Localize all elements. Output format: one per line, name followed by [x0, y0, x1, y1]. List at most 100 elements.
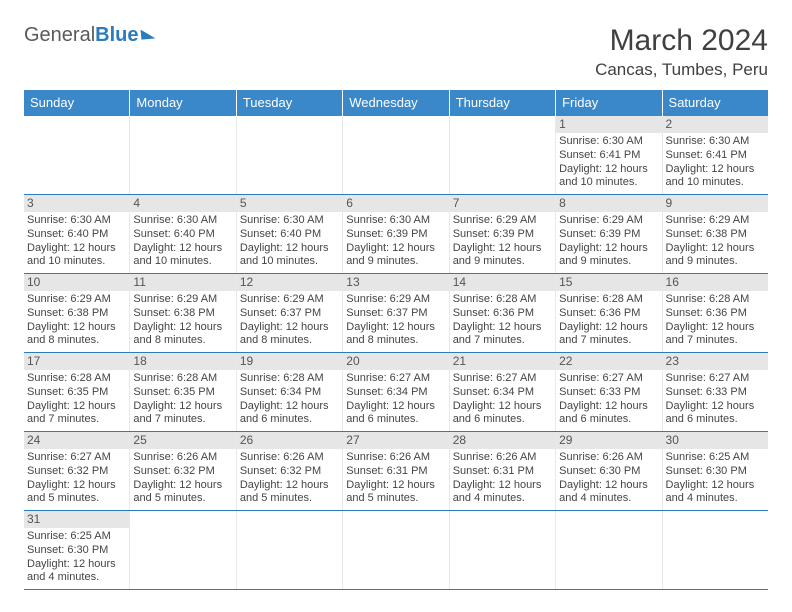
dow-friday: Friday: [556, 90, 662, 116]
day-cell: 23Sunrise: 6:27 AMSunset: 6:33 PMDayligh…: [662, 353, 768, 431]
sunrise-line: Sunrise: 6:28 AM: [453, 293, 552, 307]
sunset-line: Sunset: 6:37 PM: [240, 307, 339, 321]
day-cell: 12Sunrise: 6:29 AMSunset: 6:37 PMDayligh…: [236, 274, 342, 352]
day-cell: 27Sunrise: 6:26 AMSunset: 6:31 PMDayligh…: [342, 432, 448, 510]
day-number: 26: [237, 432, 342, 449]
day-cell: 15Sunrise: 6:28 AMSunset: 6:36 PMDayligh…: [555, 274, 661, 352]
day-cell: 20 Sunrise: 6:27 AMSunset: 6:34 PMDayligh…: [342, 353, 448, 431]
dow-tuesday: Tuesday: [237, 90, 343, 116]
day-cell: 31Sunrise: 6:25 AMSunset: 6:30 PMDayligh…: [24, 511, 129, 589]
day-number: 10: [24, 274, 129, 291]
daylight-line: Daylight: 12 hours and 9 minutes.: [453, 242, 552, 270]
week-row: 17Sunrise: 6:28 AMSunset: 6:35 PMDayligh…: [24, 353, 768, 432]
daylight-line: Daylight: 12 hours and 8 minutes.: [27, 321, 126, 349]
day-cell: 16Sunrise: 6:28 AMSunset: 6:36 PMDayligh…: [662, 274, 768, 352]
week-row: 31Sunrise: 6:25 AMSunset: 6:30 PMDayligh…: [24, 511, 768, 590]
sunset-line: Sunset: 6:41 PM: [666, 149, 765, 163]
sunrise-line: Sunrise: 6:27 AM: [666, 372, 765, 386]
week-row: 3Sunrise: 6:30 AMSunset: 6:40 PMDaylight…: [24, 195, 768, 274]
day-cell: 2Sunrise: 6:30 AMSunset: 6:41 PMDaylight…: [662, 116, 768, 194]
day-cell: [662, 511, 768, 589]
logo-triangle-icon: [140, 28, 155, 39]
sunset-line: Sunset: 6:37 PM: [346, 307, 445, 321]
sunset-line: Sunset: 6:38 PM: [27, 307, 126, 321]
sunset-line: Sunset: 6:41 PM: [559, 149, 658, 163]
daylight-line: Daylight: 12 hours and 7 minutes.: [27, 400, 126, 428]
dow-monday: Monday: [130, 90, 236, 116]
sunset-line: Sunset: 6:35 PM: [27, 386, 126, 400]
sunset-line: Sunset: 6:32 PM: [27, 465, 126, 479]
weeks-container: 1Sunrise: 6:30 AMSunset: 6:41 PMDaylight…: [24, 116, 768, 590]
day-cell: 8Sunrise: 6:29 AMSunset: 6:39 PMDaylight…: [555, 195, 661, 273]
day-cell: 17Sunrise: 6:28 AMSunset: 6:35 PMDayligh…: [24, 353, 129, 431]
day-number: 27: [343, 432, 448, 449]
sunrise-line: Sunrise: 6:27 AM: [346, 372, 445, 386]
day-cell: [449, 511, 555, 589]
day-number: 14: [450, 274, 555, 291]
daylight-line: Daylight: 12 hours and 5 minutes.: [27, 479, 126, 507]
sunrise-line: Sunrise: 6:28 AM: [559, 293, 658, 307]
day-cell: 6Sunrise: 6:30 AMSunset: 6:39 PMDaylight…: [342, 195, 448, 273]
sunset-line: Sunset: 6:34 PM: [346, 386, 445, 400]
sunrise-line: Sunrise: 6:28 AM: [666, 293, 765, 307]
day-number: 8: [556, 195, 661, 212]
sunrise-line: Sunrise: 6:26 AM: [133, 451, 232, 465]
daylight-line: Daylight: 12 hours and 10 minutes.: [133, 242, 232, 270]
sunset-line: Sunset: 6:32 PM: [240, 465, 339, 479]
sunset-line: Sunset: 6:33 PM: [559, 386, 658, 400]
daylight-line: Daylight: 12 hours and 7 minutes.: [133, 400, 232, 428]
daylight-line: Daylight: 12 hours and 6 minutes.: [346, 400, 445, 428]
sunset-line: Sunset: 6:30 PM: [559, 465, 658, 479]
day-cell: 22Sunrise: 6:27 AMSunset: 6:33 PMDayligh…: [555, 353, 661, 431]
week-row: 10Sunrise: 6:29 AMSunset: 6:38 PMDayligh…: [24, 274, 768, 353]
day-number: 29: [556, 432, 661, 449]
sunrise-line: Sunrise: 6:28 AM: [27, 372, 126, 386]
logo-text-blue: Blue: [95, 24, 138, 47]
daylight-line: Daylight: 12 hours and 4 minutes.: [559, 479, 658, 507]
sunrise-line: Sunrise: 6:30 AM: [240, 214, 339, 228]
day-number: 11: [130, 274, 235, 291]
day-number: 24: [24, 432, 129, 449]
day-cell: 26Sunrise: 6:26 AMSunset: 6:32 PMDayligh…: [236, 432, 342, 510]
day-of-week-header: Sunday Monday Tuesday Wednesday Thursday…: [24, 90, 768, 116]
sunset-line: Sunset: 6:38 PM: [666, 228, 765, 242]
sunrise-line: Sunrise: 6:26 AM: [453, 451, 552, 465]
title-block: March 2024 Cancas, Tumbes, Peru: [595, 24, 768, 80]
sunrise-line: Sunrise: 6:29 AM: [559, 214, 658, 228]
sunrise-line: Sunrise: 6:28 AM: [133, 372, 232, 386]
sunset-line: Sunset: 6:30 PM: [666, 465, 765, 479]
sunrise-line: Sunrise: 6:25 AM: [666, 451, 765, 465]
day-number: 23: [663, 353, 768, 370]
sunrise-line: Sunrise: 6:29 AM: [346, 293, 445, 307]
sunset-line: Sunset: 6:39 PM: [559, 228, 658, 242]
day-number: 20: [343, 353, 448, 370]
sunset-line: Sunset: 6:34 PM: [453, 386, 552, 400]
sunset-line: Sunset: 6:39 PM: [346, 228, 445, 242]
day-cell: [342, 116, 448, 194]
daylight-line: Daylight: 12 hours and 10 minutes.: [559, 163, 658, 191]
sunset-line: Sunset: 6:36 PM: [559, 307, 658, 321]
sunset-line: Sunset: 6:38 PM: [133, 307, 232, 321]
logo-text-general: General: [24, 24, 95, 47]
day-cell: [24, 116, 129, 194]
day-number: 6: [343, 195, 448, 212]
sunset-line: Sunset: 6:35 PM: [133, 386, 232, 400]
day-cell: 3Sunrise: 6:30 AMSunset: 6:40 PMDaylight…: [24, 195, 129, 273]
day-cell: [236, 116, 342, 194]
day-number: 22: [556, 353, 661, 370]
daylight-line: Daylight: 12 hours and 6 minutes.: [666, 400, 765, 428]
day-number: 7: [450, 195, 555, 212]
sunrise-line: Sunrise: 6:29 AM: [27, 293, 126, 307]
sunrise-line: Sunrise: 6:30 AM: [27, 214, 126, 228]
day-number: 18: [130, 353, 235, 370]
day-cell: 24Sunrise: 6:27 AMSunset: 6:32 PMDayligh…: [24, 432, 129, 510]
day-cell: 7Sunrise: 6:29 AMSunset: 6:39 PMDaylight…: [449, 195, 555, 273]
daylight-line: Daylight: 12 hours and 5 minutes.: [240, 479, 339, 507]
sunset-line: Sunset: 6:31 PM: [346, 465, 445, 479]
sunrise-line: Sunrise: 6:30 AM: [559, 135, 658, 149]
day-cell: [129, 116, 235, 194]
day-number: 13: [343, 274, 448, 291]
day-number: 25: [130, 432, 235, 449]
sunset-line: Sunset: 6:32 PM: [133, 465, 232, 479]
sunrise-line: Sunrise: 6:29 AM: [453, 214, 552, 228]
